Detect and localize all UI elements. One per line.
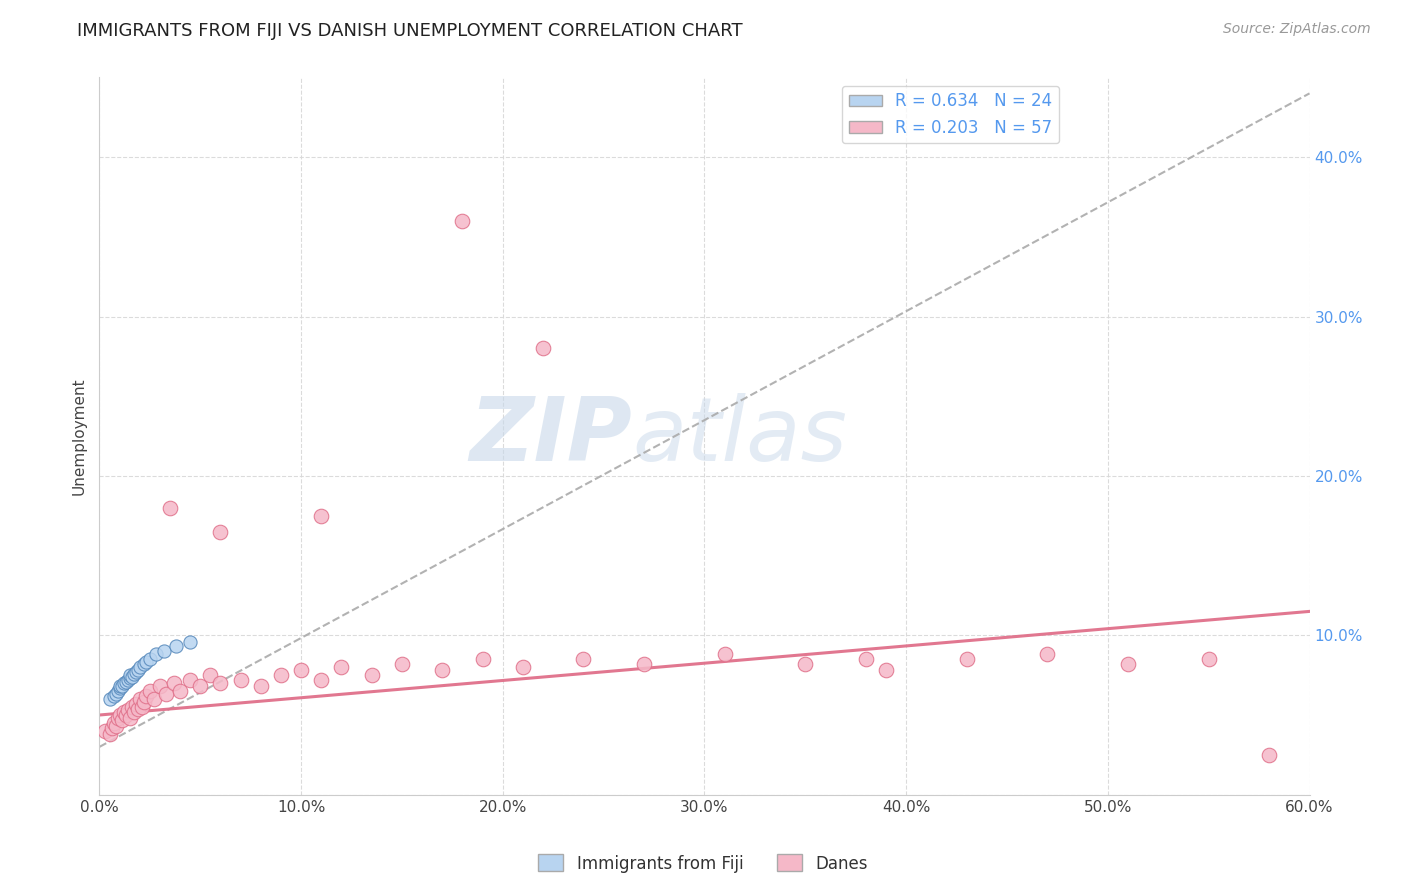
Point xyxy=(108,708,131,723)
Point xyxy=(128,660,150,674)
Point xyxy=(209,676,232,690)
Point xyxy=(127,664,149,678)
Point xyxy=(132,695,155,709)
Point xyxy=(135,689,157,703)
Point xyxy=(114,708,136,723)
Point xyxy=(131,700,153,714)
Point xyxy=(794,657,817,671)
Point xyxy=(107,711,129,725)
Point xyxy=(117,703,139,717)
Point xyxy=(103,689,125,703)
Point xyxy=(270,668,292,682)
Point xyxy=(432,664,454,678)
Point xyxy=(125,665,148,679)
Point xyxy=(209,524,232,539)
Point xyxy=(104,687,127,701)
Point xyxy=(451,214,474,228)
Point xyxy=(855,652,877,666)
Point xyxy=(117,673,139,687)
Point xyxy=(111,713,134,727)
Text: atlas: atlas xyxy=(631,393,846,479)
Point xyxy=(122,666,145,681)
Point xyxy=(103,716,125,731)
Point xyxy=(531,342,554,356)
Y-axis label: Unemployment: Unemployment xyxy=(72,377,86,495)
Point xyxy=(100,721,122,735)
Legend: Immigrants from Fiji, Danes: Immigrants from Fiji, Danes xyxy=(531,847,875,880)
Point xyxy=(121,700,143,714)
Point xyxy=(139,684,162,698)
Text: ZIP: ZIP xyxy=(470,392,631,480)
Point xyxy=(875,664,897,678)
Point xyxy=(512,660,534,674)
Point xyxy=(145,648,167,662)
Point xyxy=(311,508,333,523)
Point xyxy=(112,676,135,690)
Point xyxy=(118,668,141,682)
Point xyxy=(159,500,181,515)
Point xyxy=(142,692,165,706)
Text: Source: ZipAtlas.com: Source: ZipAtlas.com xyxy=(1223,22,1371,37)
Point xyxy=(360,668,382,682)
Point xyxy=(108,681,131,695)
Point xyxy=(179,634,201,648)
Point xyxy=(1036,648,1059,662)
Point xyxy=(94,723,117,738)
Point xyxy=(114,674,136,689)
Point xyxy=(139,652,162,666)
Point xyxy=(104,719,127,733)
Point xyxy=(713,648,735,662)
Point xyxy=(111,679,134,693)
Point xyxy=(249,679,271,693)
Point xyxy=(125,697,148,711)
Point xyxy=(311,673,333,687)
Point xyxy=(179,673,201,687)
Point xyxy=(98,727,121,741)
Point xyxy=(108,679,131,693)
Point xyxy=(471,652,494,666)
Point xyxy=(122,705,145,719)
Point xyxy=(391,657,413,671)
Point xyxy=(155,687,177,701)
Point xyxy=(290,664,312,678)
Point xyxy=(200,668,222,682)
Point xyxy=(127,701,149,715)
Point xyxy=(1116,657,1139,671)
Point xyxy=(956,652,979,666)
Point xyxy=(135,656,157,670)
Legend: R = 0.634   N = 24, R = 0.203   N = 57: R = 0.634 N = 24, R = 0.203 N = 57 xyxy=(842,86,1059,144)
Point xyxy=(1258,747,1281,762)
Point xyxy=(118,711,141,725)
Point xyxy=(132,657,155,671)
Point xyxy=(98,692,121,706)
Point xyxy=(633,657,655,671)
Point xyxy=(188,679,211,693)
Point xyxy=(121,670,143,684)
Point xyxy=(229,673,252,687)
Point xyxy=(149,679,172,693)
Point xyxy=(107,684,129,698)
Point xyxy=(169,684,191,698)
Point xyxy=(163,676,186,690)
Point xyxy=(1198,652,1220,666)
Point xyxy=(128,692,150,706)
Text: IMMIGRANTS FROM FIJI VS DANISH UNEMPLOYMENT CORRELATION CHART: IMMIGRANTS FROM FIJI VS DANISH UNEMPLOYM… xyxy=(77,22,742,40)
Point xyxy=(572,652,595,666)
Point xyxy=(330,660,353,674)
Point xyxy=(118,671,141,685)
Point xyxy=(165,640,187,654)
Point xyxy=(112,705,135,719)
Point xyxy=(153,644,176,658)
